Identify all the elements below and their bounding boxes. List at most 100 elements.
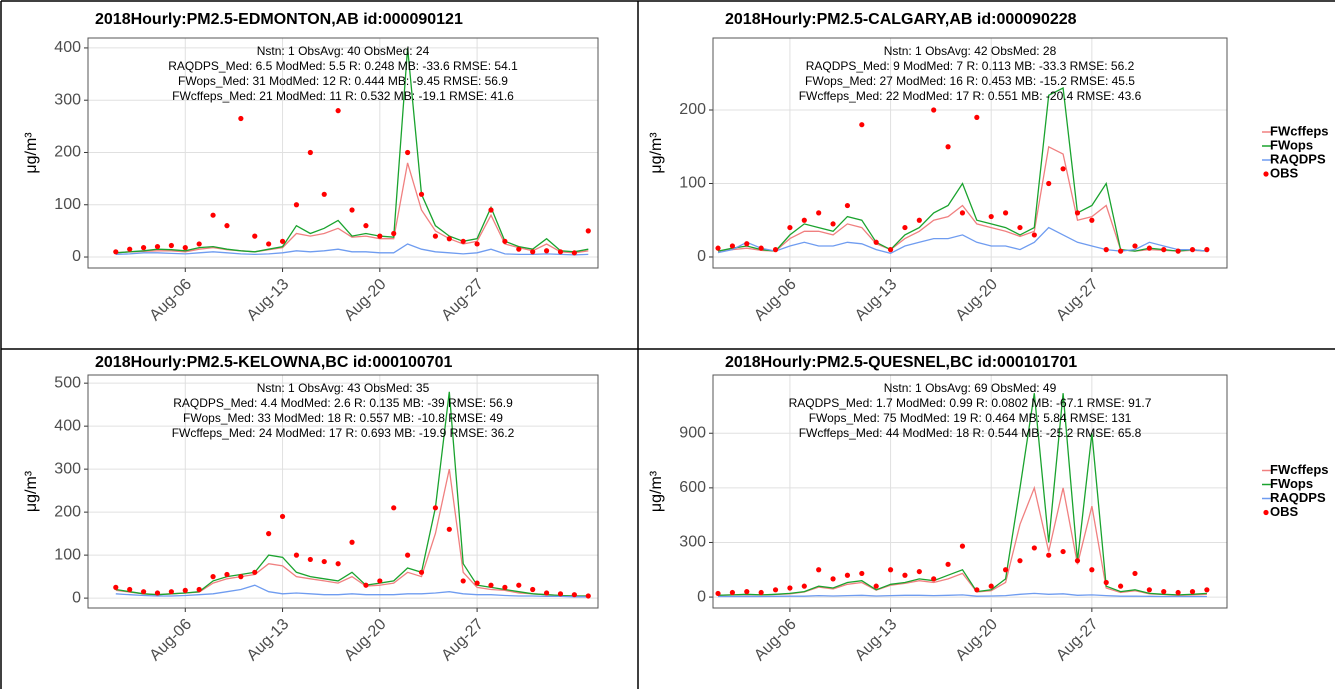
- stats-annotation: RAQDPS_Med: 1.7 ModMed: 0.99 R: 0.0802 M…: [789, 396, 1152, 410]
- plot-panel: [713, 38, 1227, 268]
- plot-border: [712, 37, 1228, 269]
- obs-point: [349, 207, 355, 213]
- obs-point: [1060, 166, 1066, 172]
- obs-point: [772, 247, 779, 253]
- obs-point: [1146, 245, 1152, 251]
- y-tick-label: 0: [697, 588, 706, 605]
- plot-panel: [88, 38, 598, 268]
- y-tick-label: 0: [72, 589, 81, 606]
- obs-point: [127, 586, 133, 593]
- obs-point: [1074, 210, 1081, 216]
- obs-point: [266, 241, 272, 247]
- obs-point: [168, 242, 174, 249]
- stats-annotation: RAQDPS_Med: 4.4 ModMed: 2.6 R: 0.135 MB:…: [173, 396, 513, 410]
- y-tick-label: 200: [679, 101, 706, 118]
- legend-label: OBS: [1270, 504, 1299, 519]
- obs-point: [974, 587, 980, 593]
- obs-point: [210, 574, 216, 580]
- stats-annotation: Nstn: 1 ObsAvg: 43 ObsMed: 35: [257, 381, 430, 395]
- obs-point: [557, 591, 564, 597]
- obs-point: [715, 245, 721, 251]
- obs-point: [1204, 587, 1210, 593]
- plot-border: [87, 374, 599, 609]
- obs-point: [127, 246, 133, 252]
- x-tick-label: Aug-27: [438, 276, 487, 325]
- stats-annotation: FWcffeps_Med: 24 ModMed: 17 R: 0.693 MB:…: [172, 426, 515, 440]
- y-tick-label: 500: [54, 374, 81, 391]
- obs-point: [916, 568, 922, 575]
- stats-annotation: RAQDPS_Med: 6.5 ModMed: 5.5 R: 0.248 MB:…: [168, 59, 518, 73]
- obs-point: [363, 582, 369, 588]
- obs-point: [1046, 552, 1052, 558]
- obs-point: [1002, 210, 1009, 216]
- y-tick-label: 400: [54, 39, 81, 56]
- x-tick-label: Aug-20: [953, 276, 1002, 325]
- plot-border: [87, 37, 599, 269]
- obs-point: [816, 567, 822, 573]
- obs-point: [974, 114, 980, 120]
- obs-point: [571, 592, 577, 598]
- obs-point: [844, 572, 851, 578]
- chart-title: 2018Hourly:PM2.5-CALGARY,AB id:000090228: [725, 11, 1077, 28]
- obs-point: [168, 589, 174, 595]
- obs-point: [830, 221, 836, 227]
- obs-point: [446, 526, 452, 532]
- obs-point: [873, 583, 879, 589]
- obs-point: [801, 217, 807, 223]
- obs-point: [1132, 243, 1138, 249]
- obs-point: [1118, 583, 1124, 589]
- obs-point: [154, 243, 161, 250]
- obs-point: [902, 224, 908, 231]
- obs-point: [1161, 589, 1167, 595]
- obs-point: [238, 574, 244, 580]
- y-axis-label: μg/m³: [648, 132, 665, 174]
- obs-point: [859, 570, 865, 577]
- obs-point: [502, 584, 508, 590]
- obs-point: [516, 246, 522, 252]
- obs-point: [293, 202, 300, 208]
- obs-point: [1017, 558, 1023, 564]
- obs-point: [446, 236, 452, 242]
- obs-point: [729, 243, 736, 249]
- y-tick-label: 300: [54, 460, 81, 477]
- obs-point: [1204, 247, 1210, 253]
- y-tick-label: 400: [54, 417, 81, 434]
- obs-point: [1189, 589, 1196, 595]
- x-tick-label: Aug-06: [751, 616, 800, 665]
- obs-point: [758, 245, 764, 251]
- obs-point: [830, 576, 836, 582]
- y-tick-label: 100: [679, 175, 706, 192]
- series-line: [115, 47, 589, 254]
- obs-point: [252, 233, 258, 239]
- legend-label: FWops: [1270, 137, 1313, 152]
- obs-point: [460, 578, 466, 584]
- x-tick-label: Aug-20: [341, 276, 390, 325]
- obs-point: [1132, 570, 1138, 577]
- obs-point: [585, 593, 591, 599]
- x-tick-label: Aug-06: [147, 616, 196, 665]
- chart: 2018Hourly:PM2.5-QUESNEL,BC id:000101701…: [648, 354, 1328, 664]
- obs-point: [474, 580, 480, 586]
- obs-point: [557, 249, 564, 255]
- obs-point: [140, 245, 147, 251]
- x-tick-label: Aug-13: [852, 276, 901, 325]
- obs-point: [543, 248, 550, 254]
- obs-point: [1146, 587, 1152, 593]
- plot-panel: [713, 375, 1227, 608]
- obs-point: [530, 586, 536, 593]
- legend-label: OBS: [1270, 165, 1299, 180]
- obs-point: [744, 241, 750, 247]
- series-line: [717, 226, 1207, 254]
- obs-point: [516, 582, 522, 588]
- obs-point: [729, 589, 736, 596]
- obs-point: [1103, 579, 1109, 586]
- series-line: [717, 393, 1207, 596]
- obs-point: [887, 567, 894, 573]
- obs-point: [1060, 548, 1066, 555]
- obs-point: [391, 230, 397, 237]
- obs-point: [321, 191, 327, 197]
- obs-point: [279, 238, 286, 244]
- obs-point: [887, 247, 894, 253]
- series-line: [115, 243, 589, 256]
